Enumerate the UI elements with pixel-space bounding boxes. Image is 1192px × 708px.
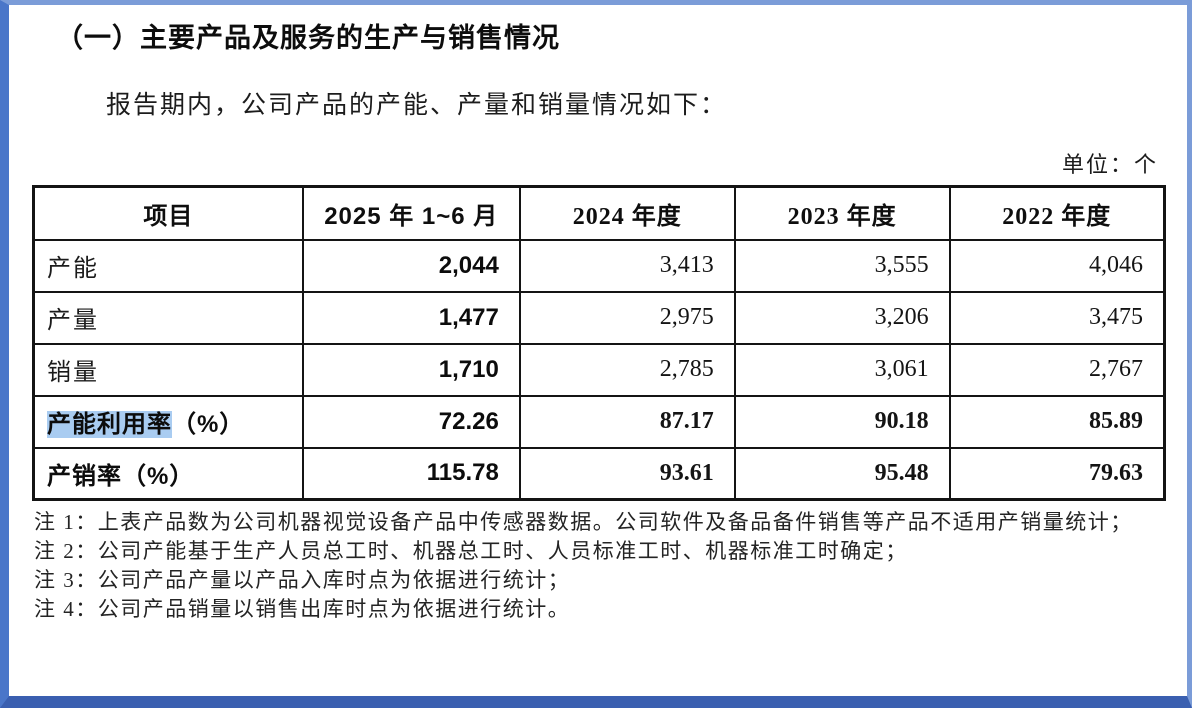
intro-paragraph: 报告期内，公司产品的产能、产量和销量情况如下： (106, 92, 728, 119)
col-header-item: 项目 (32, 185, 304, 241)
footnotes: 注 1：上表产品数为公司机器视觉设备产品中传感器数据。公司软件及备品备件销售等产… (34, 508, 1166, 624)
table-row-capacity: 产能 2,044 3,413 3,555 4,046 (32, 238, 1166, 293)
cell-value: 3,413 (518, 238, 736, 293)
cell-value: 4,046 (948, 238, 1166, 293)
cell-value: 2,975 (518, 290, 736, 345)
cell-value: 2,767 (948, 342, 1166, 397)
table-row-sales-volume: 销量 1,710 2,785 3,061 2,767 (32, 342, 1166, 397)
selected-text-highlight: 产能利用率 (47, 411, 172, 438)
row-label: 产量 (32, 290, 304, 345)
col-header-2023: 2023 年度 (733, 185, 951, 241)
col-header-2025h1: 2025 年 1~6 月 (301, 185, 521, 241)
footnote-2: 注 2：公司产能基于生产人员总工时、机器总工时、人员标准工时、机器标准工时确定； (34, 539, 908, 563)
table-header-row: 项目 2025 年 1~6 月 2024 年度 2023 年度 2022 年度 (32, 185, 1166, 241)
cell-value: 87.17 (518, 394, 736, 449)
cell-value: 115.78 (301, 446, 521, 501)
cell-value: 3,061 (733, 342, 951, 397)
table-row-output: 产量 1,477 2,975 3,206 3,475 (32, 290, 1166, 345)
footnote-4: 注 4：公司产品销量以销售出库时点为依据进行统计。 (34, 597, 571, 621)
cell-value: 2,785 (518, 342, 736, 397)
col-header-2024: 2024 年度 (518, 185, 736, 241)
cell-value: 90.18 (733, 394, 951, 449)
unit-label: 单位：个 (1061, 152, 1158, 177)
cell-value: 1,477 (301, 290, 521, 345)
row-label: 产能 (32, 238, 304, 293)
cell-value: 3,475 (948, 290, 1166, 345)
col-header-2022: 2022 年度 (948, 185, 1166, 241)
footnote-3: 注 3：公司产品产量以产品入库时点为依据进行统计； (34, 568, 571, 592)
row-label: 产能利用率（%） (32, 394, 304, 449)
row-label: 产销率（%） (32, 446, 304, 501)
row-label: 销量 (32, 342, 304, 397)
cell-value: 85.89 (948, 394, 1166, 449)
production-sales-table: 项目 2025 年 1~6 月 2024 年度 2023 年度 2022 年度 … (32, 185, 1166, 501)
cell-value: 2,044 (301, 238, 521, 293)
table-row-capacity-utilization: 产能利用率（%） 72.26 87.17 90.18 85.89 (32, 394, 1166, 449)
cell-value: 79.63 (948, 446, 1166, 501)
section-title: （一）主要产品及服务的生产与销售情况 (56, 23, 560, 53)
cell-value: 3,555 (733, 238, 951, 293)
cell-value: 1,710 (301, 342, 521, 397)
cell-value: 72.26 (301, 394, 521, 449)
cell-value: 93.61 (518, 446, 736, 501)
cell-value: 3,206 (733, 290, 951, 345)
cell-value: 95.48 (733, 446, 951, 501)
footnote-1: 注 1：上表产品数为公司机器视觉设备产品中传感器数据。公司软件及备品备件销售等产… (34, 510, 1133, 534)
row-label-suffix: （%） (172, 411, 245, 438)
table-row-sales-to-output-ratio: 产销率（%） 115.78 93.61 95.48 79.63 (32, 446, 1166, 501)
